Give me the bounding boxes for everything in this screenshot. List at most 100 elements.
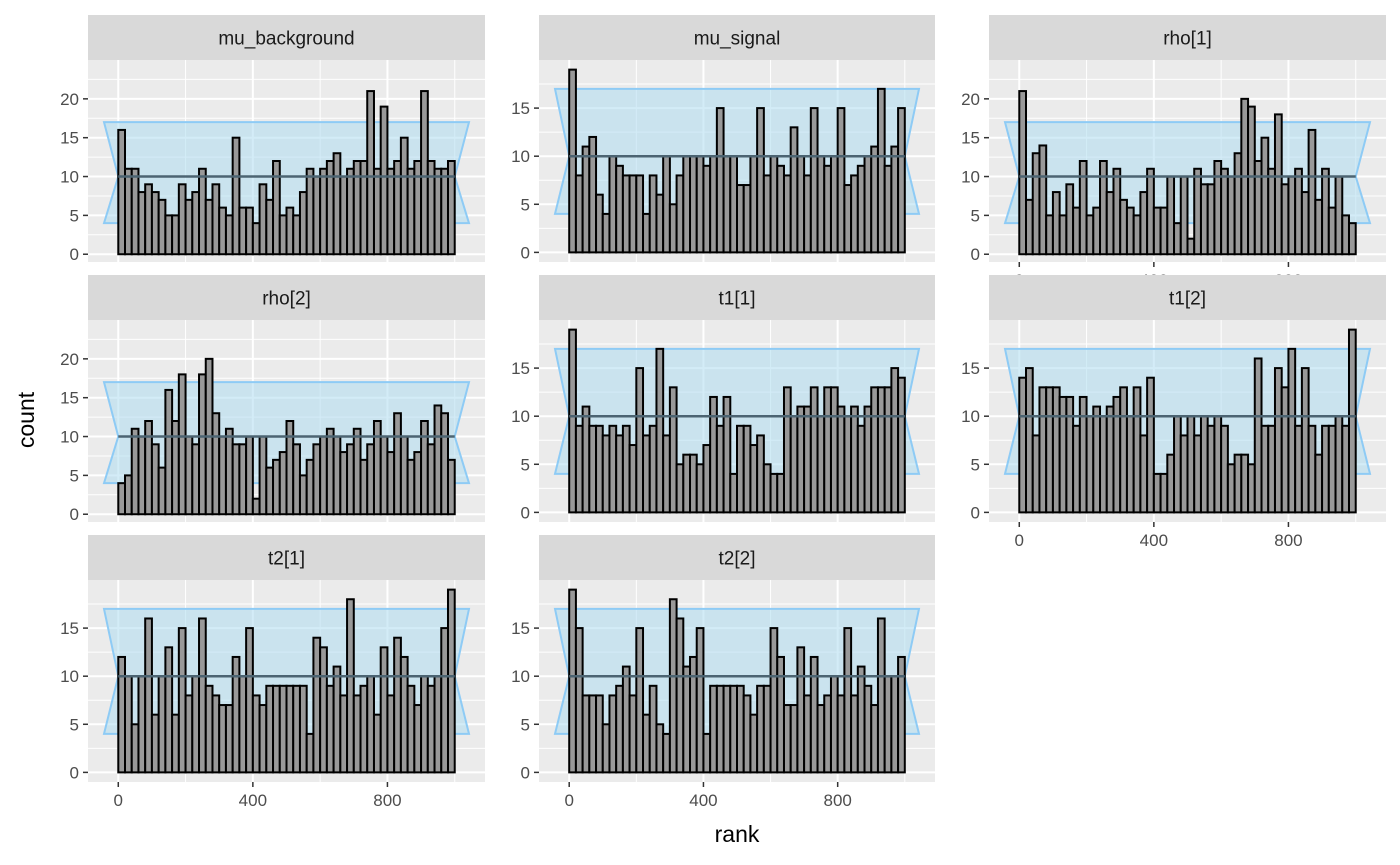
histogram-bar xyxy=(1247,105,1256,256)
facet-strip xyxy=(88,15,485,60)
histogram-bar xyxy=(379,646,389,774)
histogram-bar xyxy=(1152,472,1162,514)
histogram-bar xyxy=(366,90,375,256)
y-tick-label: 10 xyxy=(60,428,79,447)
x-tick-label: 800 xyxy=(1274,531,1302,550)
histogram-bar xyxy=(689,655,698,774)
histogram-bar xyxy=(1146,376,1155,514)
histogram-bar xyxy=(1233,453,1243,514)
histogram-bar xyxy=(198,373,207,516)
histogram-bar xyxy=(251,694,261,774)
x-tick-label: 800 xyxy=(373,791,401,810)
histogram-bar xyxy=(890,367,900,514)
histogram-bar xyxy=(749,713,759,774)
histogram-bar xyxy=(204,684,214,774)
histogram-bar xyxy=(292,443,301,516)
histogram-bar xyxy=(856,665,866,774)
histogram-bar xyxy=(433,404,443,516)
histogram-bar xyxy=(339,694,349,774)
histogram-bar xyxy=(782,174,792,254)
histogram-bar xyxy=(829,386,839,514)
histogram-bar xyxy=(1078,160,1088,256)
histogram-bar xyxy=(1099,160,1108,256)
histogram-bar xyxy=(117,655,127,774)
histogram-bar xyxy=(171,713,180,774)
histogram-bar xyxy=(1280,386,1290,514)
histogram-bar xyxy=(177,183,187,256)
histogram-bar xyxy=(191,191,201,256)
facet-title: mu_background xyxy=(218,29,354,50)
histogram-bar xyxy=(393,412,402,516)
x-tick-label: 0 xyxy=(114,791,123,810)
histogram-bar xyxy=(426,684,436,774)
histogram-bar xyxy=(359,458,369,516)
histogram-bar xyxy=(251,497,261,516)
histogram-bar xyxy=(729,684,739,774)
histogram-bar xyxy=(675,174,685,254)
histogram-bar xyxy=(144,183,153,256)
histogram-bar xyxy=(1273,113,1283,256)
histogram-bar xyxy=(1119,386,1128,514)
histogram-bar xyxy=(191,675,201,774)
histogram-bar xyxy=(312,636,322,774)
histogram-bar xyxy=(420,675,429,774)
histogram-bar xyxy=(426,160,436,256)
histogram-bar xyxy=(736,424,745,514)
histogram-bar xyxy=(1260,424,1270,514)
histogram-bar xyxy=(446,160,456,256)
histogram-bar xyxy=(729,472,739,514)
histogram-bar xyxy=(850,174,859,254)
histogram-bar xyxy=(642,434,651,514)
histogram-bar xyxy=(702,732,712,774)
histogram-bar xyxy=(386,694,396,774)
histogram-bar xyxy=(689,453,698,514)
histogram-bar xyxy=(1031,152,1041,256)
facet-panel-6: t1[2] 0 5 10 15 0 400 800 xyxy=(961,275,1386,550)
histogram-bar xyxy=(184,435,194,516)
histogram-bar xyxy=(1273,367,1283,514)
histogram-bar xyxy=(595,424,604,514)
histogram-bar xyxy=(568,68,577,254)
histogram-bar xyxy=(1173,222,1182,256)
histogram-bar xyxy=(1152,206,1162,256)
histogram-bar xyxy=(782,386,792,514)
histogram-bar xyxy=(628,444,638,514)
histogram-bar xyxy=(265,684,275,774)
histogram-bar xyxy=(756,434,765,514)
facet-title: t2[1] xyxy=(268,549,305,570)
histogram-bar xyxy=(1341,424,1350,514)
histogram-bar xyxy=(715,424,725,514)
histogram-bar xyxy=(1173,415,1182,514)
histogram-bar xyxy=(1233,152,1243,256)
histogram-bar xyxy=(399,435,409,516)
histogram-bar xyxy=(581,405,591,514)
histogram-bar xyxy=(662,434,671,514)
histogram-bar xyxy=(883,164,893,254)
facet-strip xyxy=(88,535,485,580)
histogram-bar xyxy=(238,443,248,516)
facet-strip xyxy=(989,275,1386,320)
y-tick-label: 15 xyxy=(961,129,980,148)
histogram-bar xyxy=(1038,144,1048,256)
histogram-bar xyxy=(655,723,665,774)
histogram-bar xyxy=(1125,206,1135,256)
y-tick-label: 10 xyxy=(961,407,980,426)
histogram-bar xyxy=(1186,237,1196,256)
histogram-bar xyxy=(1146,167,1155,256)
histogram-bar xyxy=(1072,206,1081,256)
histogram-bar xyxy=(863,405,873,514)
histogram-bar xyxy=(1179,175,1189,256)
histogram-bar xyxy=(265,198,275,256)
histogram-bar xyxy=(568,328,577,514)
histogram-bar xyxy=(298,474,308,516)
histogram-bar xyxy=(1193,434,1202,514)
histogram-bar xyxy=(238,206,248,256)
histogram-bar xyxy=(171,420,180,516)
histogram-bar xyxy=(816,415,826,514)
histogram-bar xyxy=(823,164,832,254)
histogram-bar xyxy=(1300,367,1310,514)
histogram-bar xyxy=(1199,415,1209,514)
histogram-bar xyxy=(359,684,369,774)
histogram-bar xyxy=(1300,191,1310,256)
y-tick-label: 15 xyxy=(60,619,79,638)
